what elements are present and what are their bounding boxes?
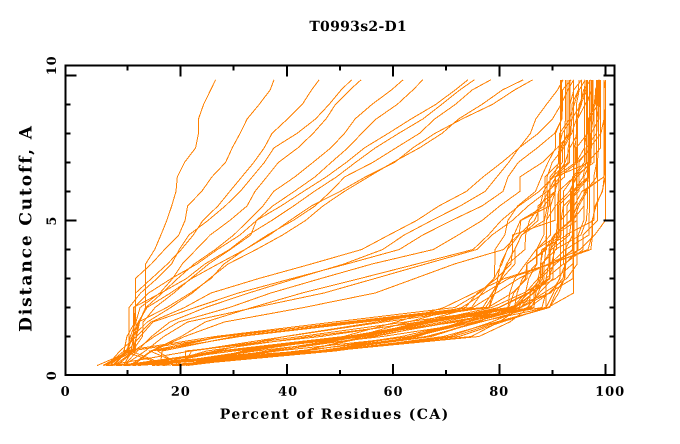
y-axis-title: Distance Cutoff, A bbox=[17, 124, 37, 332]
axis-labels: 0 20 40 60 80 100 0 5 10 T0993s2-D1 Percent of Res… bbox=[17, 19, 625, 423]
gdt-curve-model-03 bbox=[113, 79, 320, 366]
gdt-curve-model-05 bbox=[115, 79, 362, 366]
gdt-curve-model-51 bbox=[130, 79, 588, 366]
gdt-curve-model-43 bbox=[148, 79, 580, 366]
y-tick-label-0: 0 bbox=[45, 370, 60, 380]
gdt-curve-model-49 bbox=[105, 79, 582, 366]
gdt-curve-model-01 bbox=[96, 79, 217, 366]
gdt-curve-model-22 bbox=[180, 79, 601, 366]
gdt-curve-model-09 bbox=[103, 79, 475, 366]
gdt-curve-model-30 bbox=[177, 79, 601, 366]
x-axis-title: Percent of Residues (CA) bbox=[220, 407, 450, 423]
y-tick-label-5: 5 bbox=[45, 216, 60, 226]
gdt-curve-model-02 bbox=[106, 79, 275, 366]
axis-ticks bbox=[65, 65, 615, 375]
x-tick-label-60: 60 bbox=[384, 385, 404, 400]
gdt-curve-model-23 bbox=[125, 79, 602, 366]
gdt-curve-model-14 bbox=[157, 79, 575, 366]
gdt-curve-model-50 bbox=[106, 79, 564, 366]
gdt-curve-model-52 bbox=[123, 79, 575, 366]
gdt-curve-model-48 bbox=[111, 79, 572, 366]
gdt-curve-model-10 bbox=[114, 79, 492, 366]
gdt-curve-model-57 bbox=[156, 79, 606, 366]
gdt-curve-model-55 bbox=[123, 79, 606, 366]
y-tick-label-10: 10 bbox=[45, 55, 60, 75]
gdt-curve-model-04 bbox=[102, 79, 352, 366]
gdt-curve-model-37 bbox=[155, 79, 586, 366]
x-tick-label-40: 40 bbox=[278, 385, 298, 400]
gdt-curve-model-54 bbox=[129, 79, 592, 366]
x-tick-label-80: 80 bbox=[489, 385, 509, 400]
gdt-curve-model-08 bbox=[109, 79, 469, 366]
figure-title: T0993s2-D1 bbox=[309, 19, 407, 35]
x-tick-label-20: 20 bbox=[171, 385, 191, 400]
x-tick-label-100: 100 bbox=[595, 385, 625, 400]
gdt-curve-model-24 bbox=[173, 79, 594, 366]
gdt-curve-model-41 bbox=[107, 79, 568, 366]
gdt-curve-model-12 bbox=[106, 79, 533, 366]
x-tick-label-0: 0 bbox=[61, 385, 71, 400]
gdt-curve-model-53 bbox=[123, 79, 586, 366]
gdt-curve-model-36 bbox=[185, 79, 591, 366]
gdt-curve-model-31 bbox=[175, 79, 594, 366]
curves bbox=[96, 79, 606, 366]
